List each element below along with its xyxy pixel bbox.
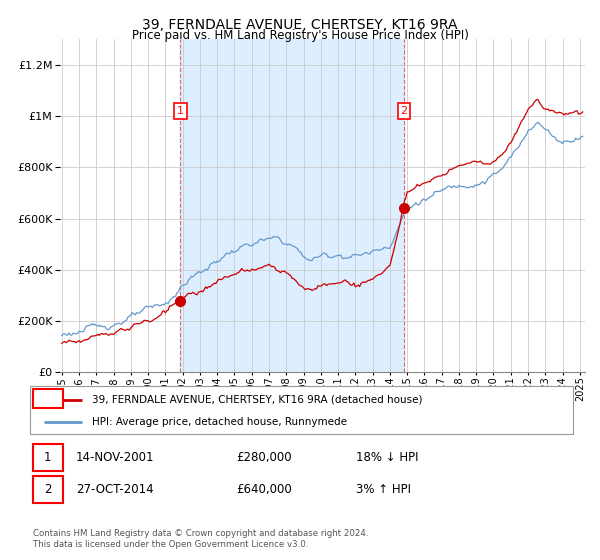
Text: £280,000: £280,000 bbox=[236, 451, 292, 464]
Text: 18% ↓ HPI: 18% ↓ HPI bbox=[356, 451, 418, 464]
Text: 2: 2 bbox=[44, 483, 52, 496]
Bar bbox=[181, 39, 404, 372]
Text: 39, FERNDALE AVENUE, CHERTSEY, KT16 9RA (detached house): 39, FERNDALE AVENUE, CHERTSEY, KT16 9RA … bbox=[92, 395, 423, 405]
Text: HPI: Average price, detached house, Runnymede: HPI: Average price, detached house, Runn… bbox=[92, 417, 347, 427]
Text: 1: 1 bbox=[44, 451, 52, 464]
Text: 1: 1 bbox=[177, 106, 184, 116]
FancyBboxPatch shape bbox=[33, 476, 62, 503]
Text: Price paid vs. HM Land Registry's House Price Index (HPI): Price paid vs. HM Land Registry's House … bbox=[131, 29, 469, 42]
Text: 2: 2 bbox=[400, 106, 407, 116]
FancyBboxPatch shape bbox=[30, 386, 573, 434]
Text: 39, FERNDALE AVENUE, CHERTSEY, KT16 9RA: 39, FERNDALE AVENUE, CHERTSEY, KT16 9RA bbox=[142, 18, 458, 32]
Text: 14-NOV-2001: 14-NOV-2001 bbox=[76, 451, 155, 464]
FancyBboxPatch shape bbox=[33, 389, 62, 408]
FancyBboxPatch shape bbox=[33, 444, 62, 470]
Text: 3% ↑ HPI: 3% ↑ HPI bbox=[356, 483, 411, 496]
Text: £640,000: £640,000 bbox=[236, 483, 292, 496]
Text: 27-OCT-2014: 27-OCT-2014 bbox=[76, 483, 154, 496]
Text: Contains HM Land Registry data © Crown copyright and database right 2024.
This d: Contains HM Land Registry data © Crown c… bbox=[33, 529, 368, 549]
